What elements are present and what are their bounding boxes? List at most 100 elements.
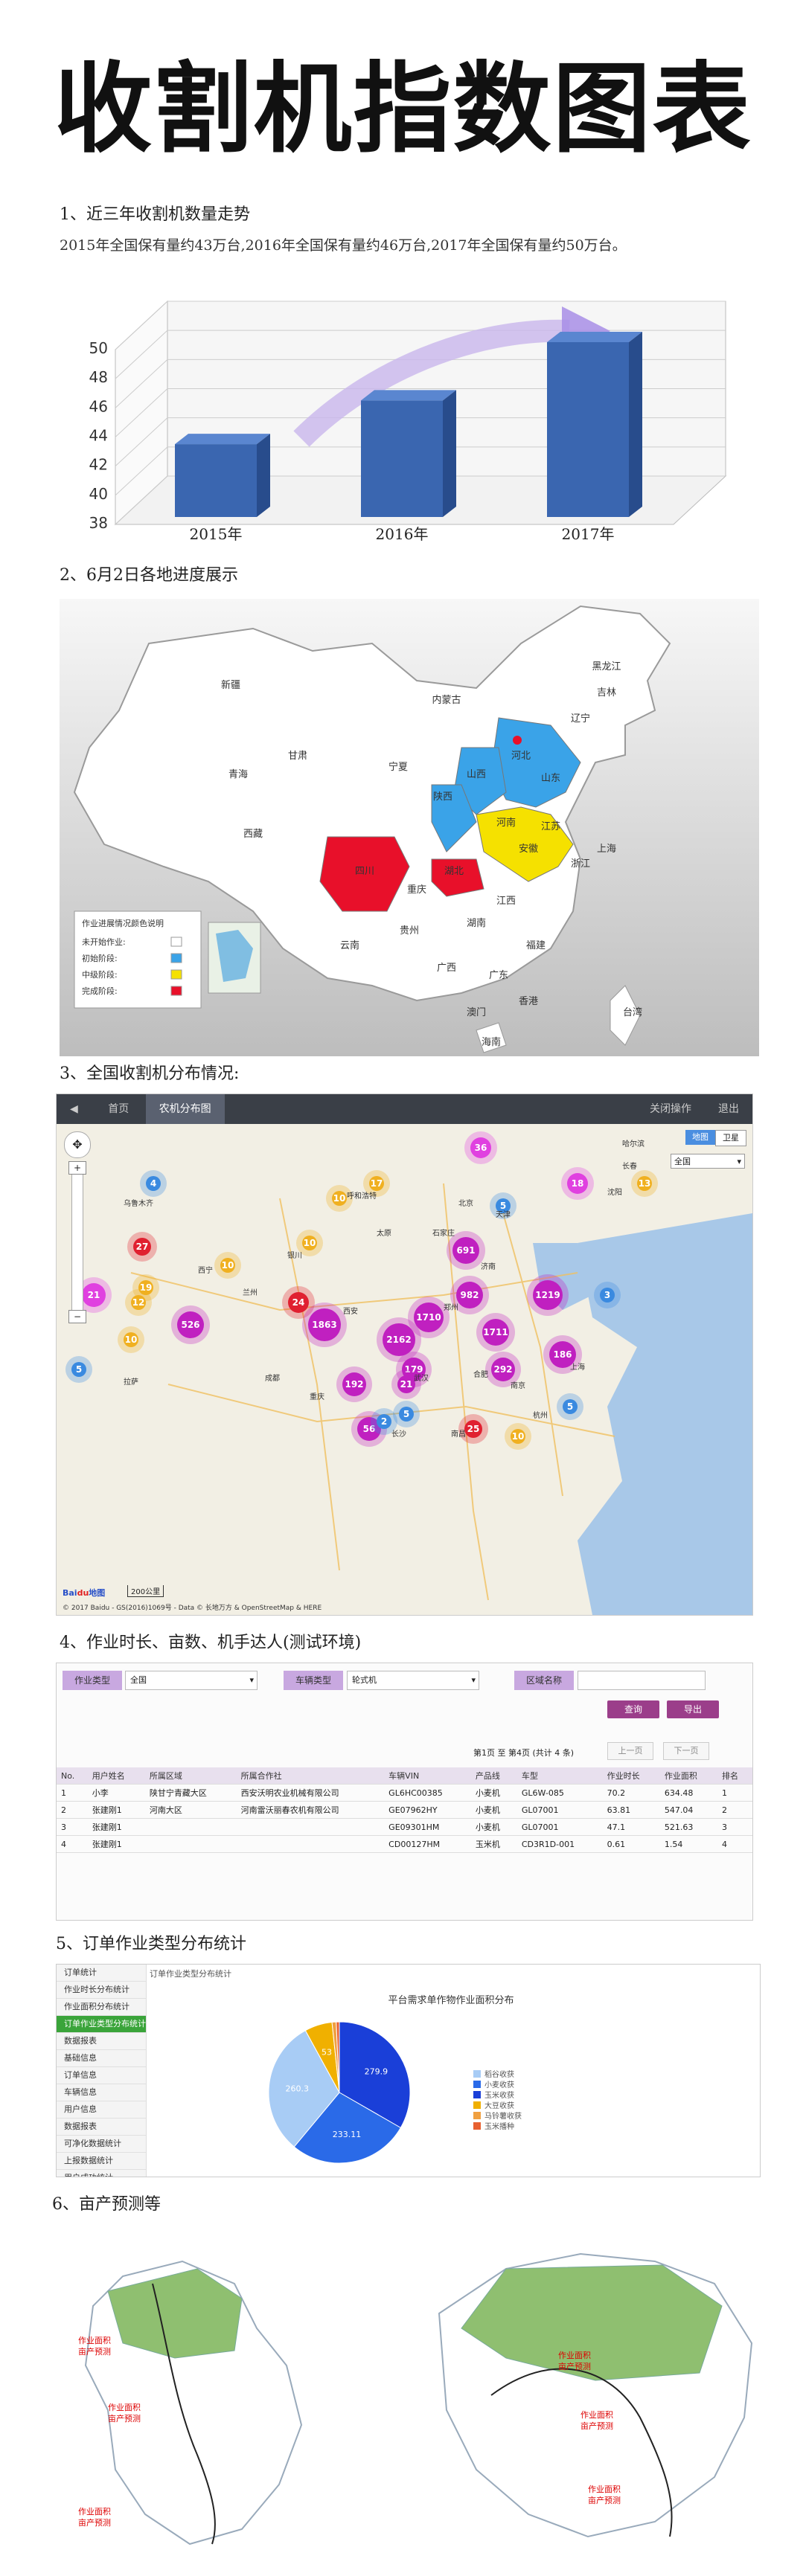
- province-label: 海南: [482, 1036, 501, 1048]
- chevron-down-icon: ▾: [471, 1675, 476, 1685]
- region-select-value: 全国: [674, 1157, 691, 1166]
- taiwan-shape: [610, 985, 641, 1046]
- vehicle-type-select[interactable]: 轮式机 ▾: [347, 1671, 479, 1690]
- cluster-count: 25: [467, 1424, 480, 1434]
- sidebar-item[interactable]: 可净化数据统计: [57, 2136, 146, 2153]
- city-label: 拉萨: [124, 1377, 138, 1387]
- pie-legend-swatch: [473, 2101, 481, 2109]
- zoom-in-button[interactable]: +: [68, 1161, 86, 1175]
- table-row: 3 张建刚1 GE09301HM 小麦机 GL07001 47.1 521.63 3: [57, 1818, 752, 1836]
- sidebar-item[interactable]: 上报数据统计: [57, 2153, 146, 2170]
- sidebar-item[interactable]: 用户信息: [57, 2101, 146, 2119]
- tab-machine-map[interactable]: 农机分布图: [145, 1094, 225, 1124]
- column-header: 排名: [717, 1767, 752, 1785]
- cluster-marker: [383, 1323, 415, 1356]
- cluster-marker: [146, 1176, 161, 1191]
- cluster-count: 1711: [483, 1327, 508, 1337]
- bar-top: [361, 390, 456, 401]
- yield-map-left-green-area: [107, 2268, 243, 2359]
- region-initial-stage-3: [431, 784, 477, 852]
- zoom-out-button[interactable]: −: [68, 1310, 86, 1323]
- pager-info: 第1页 至 第4页 (共计 4 条): [473, 1748, 575, 1758]
- cluster-count: 13: [639, 1178, 651, 1189]
- table-cell: [144, 1835, 237, 1853]
- cluster-marker: [533, 1280, 563, 1310]
- sidebar-item[interactable]: 订单统计: [57, 1965, 146, 1982]
- sidebar-item[interactable]: 用户成功统计: [57, 2170, 146, 2177]
- map-canvas[interactable]: 36 5 18 13 4 17 10 10 691 27 10 19 982 1219 3 21 12 24 171…: [57, 1124, 752, 1615]
- export-button[interactable]: 导出: [667, 1700, 719, 1718]
- table-cell: GL07001: [516, 1818, 603, 1836]
- cluster-count: 56: [363, 1424, 376, 1434]
- next-page-button[interactable]: 下一页: [663, 1742, 709, 1760]
- province-label: 新疆: [221, 679, 240, 691]
- query-button[interactable]: 查询: [607, 1700, 659, 1718]
- city-label: 石家庄: [432, 1228, 455, 1238]
- sidebar-item[interactable]: 车辆信息: [57, 2084, 146, 2101]
- stats-panel-title: 订单作业类型分布统计: [150, 1969, 231, 1979]
- cluster-marker: [220, 1258, 235, 1273]
- work-type-select[interactable]: 全国 ▾: [125, 1671, 258, 1690]
- map-mode-button[interactable]: 地图: [685, 1130, 715, 1145]
- close-actions-button[interactable]: 关闭操作: [650, 1103, 691, 1115]
- yield-label: 作业面积: [108, 2403, 141, 2412]
- gridline-side: [115, 417, 168, 467]
- satellite-mode-button[interactable]: 卫星: [715, 1130, 746, 1146]
- pie-slices: 279.9 233.11 260.3 53: [268, 2021, 411, 2164]
- logout-button[interactable]: 退出: [718, 1103, 739, 1115]
- yield-label: 作业面积: [580, 2410, 613, 2420]
- gridline-side: [115, 359, 168, 408]
- cluster-marker: [131, 1295, 146, 1310]
- legend-item-label: 初始阶段:: [82, 953, 118, 963]
- sidebar-item[interactable]: 基础信息: [57, 2050, 146, 2067]
- vehicle-type-select-value: 轮式机: [352, 1675, 377, 1685]
- cluster-marker: [491, 1358, 515, 1381]
- pie-legend-swatch: [473, 2112, 481, 2119]
- sidebar-item[interactable]: 作业面积分布统计: [57, 1999, 146, 2016]
- cluster-marker: [369, 1176, 384, 1191]
- pie-slice-value: 53: [322, 2048, 332, 2058]
- back-icon[interactable]: ◀: [70, 1103, 78, 1115]
- zoom-slider[interactable]: [71, 1165, 83, 1315]
- table-header-row: No. 用户姓名 所属区域 所属合作社 车辆VIN 产品线 车型 作业时长 作业面积 排名: [57, 1767, 752, 1785]
- beijing-star-icon: [513, 736, 522, 745]
- cluster-marker: [71, 1362, 86, 1377]
- sidebar-item[interactable]: 数据报表: [57, 2033, 146, 2050]
- city-label: 重庆: [310, 1392, 324, 1401]
- table-cell: 0.61: [602, 1835, 660, 1853]
- region-select[interactable]: 全国 ▾: [671, 1154, 745, 1169]
- pan-control-icon[interactable]: ✥: [64, 1131, 91, 1158]
- gridline-side: [115, 388, 168, 437]
- sidebar-item[interactable]: 订单作业类型分布统计: [57, 2016, 146, 2033]
- cluster-marker: [563, 1399, 578, 1414]
- bar: [175, 444, 257, 517]
- city-label: 上海: [570, 1362, 585, 1372]
- table-cell: 河南大区: [144, 1801, 237, 1819]
- cluster-count: 19: [140, 1282, 153, 1293]
- cluster-count: 10: [125, 1334, 138, 1345]
- tab-bar: ◀ 首页 农机分布图 退出 关闭操作: [57, 1094, 752, 1124]
- pie-chart: 平台需求单作物作业面积分布 279.9 233.11 260.3 53 稻谷收获小麦收…: [268, 1995, 522, 2164]
- cluster-count: 27: [136, 1242, 149, 1252]
- prev-page-button[interactable]: 上一页: [607, 1742, 653, 1760]
- cluster-marker: [82, 1283, 106, 1307]
- tab-home[interactable]: 首页: [108, 1103, 129, 1115]
- table-cell: 玉米机: [470, 1835, 517, 1853]
- sidebar-item[interactable]: 作业时长分布统计: [57, 1982, 146, 1999]
- table-cell: 1.54: [659, 1835, 718, 1853]
- baidu-logo: Baidu地图: [63, 1588, 106, 1598]
- bar-top: [175, 434, 270, 445]
- table-cell: 1: [57, 1784, 88, 1802]
- table-cell: 小李: [87, 1784, 145, 1802]
- cluster-marker: [470, 1137, 491, 1158]
- distribution-map-panel: ◀ 首页 农机分布图 退出 关闭操作 36 5 18 13 4 17 10 10 691 27 10…: [56, 1093, 753, 1616]
- sidebar-item[interactable]: 数据报表: [57, 2119, 146, 2136]
- chart-y-ticks: 38 40 42 44 46 48 50: [89, 339, 108, 532]
- table-cell: 小麦机: [470, 1801, 517, 1819]
- region-name-input[interactable]: [578, 1671, 706, 1690]
- sidebar-item[interactable]: 订单信息: [57, 2067, 146, 2084]
- x-tick-label: 2017年: [562, 525, 615, 543]
- section5-title: 5、订单作业类型分布统计: [56, 1935, 246, 1953]
